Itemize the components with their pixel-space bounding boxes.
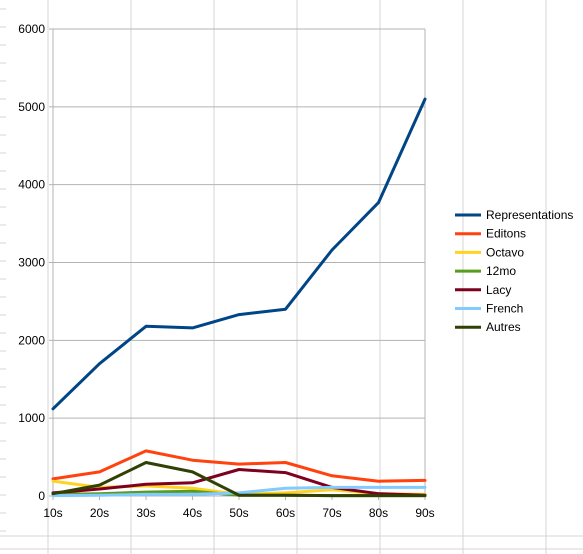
- y-tick-label: 2000: [18, 333, 45, 347]
- legend-label-editons: Editons: [486, 227, 526, 241]
- y-tick-label: 6000: [18, 22, 45, 36]
- series-line-lacy: [51, 468, 427, 497]
- series-line-representations: [51, 97, 427, 411]
- y-tick-label: 0: [38, 489, 45, 503]
- x-tick-label: 70s: [322, 506, 341, 520]
- x-tick-label: 30s: [136, 506, 155, 520]
- x-tick-label: 90s: [415, 506, 434, 520]
- axes: 0 1000 2000 3000 4000 5000 6000 10s 20s 30s 40s 50s…: [18, 22, 434, 520]
- y-tick-label: 3000: [18, 256, 45, 270]
- gridlines: [53, 28, 425, 497]
- series-lines: [51, 97, 427, 498]
- y-tick-label: 4000: [18, 178, 45, 192]
- x-tick-label: 40s: [183, 506, 202, 520]
- legend-label-octavo: Octavo: [486, 245, 524, 259]
- legend-label-representations: Representations: [486, 208, 573, 222]
- y-tick-label: 5000: [18, 100, 45, 114]
- legend-label-lacy: Lacy: [486, 283, 511, 297]
- series-line-editons: [51, 449, 427, 483]
- legend-label-12mo: 12mo: [486, 264, 516, 278]
- x-tick-label: 50s: [229, 506, 248, 520]
- legend-label-autres: Autres: [486, 320, 521, 334]
- x-tick-label: 80s: [369, 506, 388, 520]
- y-tick-label: 1000: [18, 411, 45, 425]
- legend: Representations Editons Octavo 12mo Lacy Fre…: [455, 208, 573, 334]
- x-tick-label: 60s: [276, 506, 295, 520]
- x-tick-label: 20s: [90, 506, 109, 520]
- x-tick-label: 10s: [43, 506, 62, 520]
- legend-label-french: French: [486, 302, 523, 316]
